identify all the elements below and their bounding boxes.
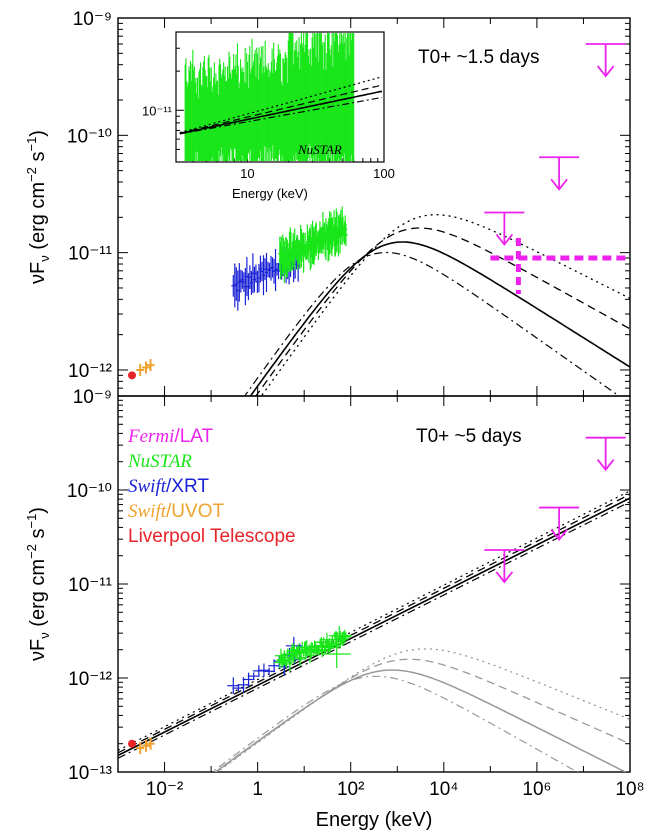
- inset-label: NuSTAR: [297, 142, 342, 157]
- inset-model-curve: [179, 84, 383, 134]
- y-tick-label: 10⁻¹³: [68, 763, 112, 784]
- legend-entry: Fermi/LAT: [127, 426, 214, 447]
- inset-model-curve: [179, 90, 383, 135]
- inset-model-curve: [179, 96, 383, 135]
- inset-data: 10 100 10⁻¹¹: [142, 33, 395, 181]
- y-tick-label: 10⁻¹⁰: [67, 481, 112, 502]
- y-tick-label: 10⁻⁹: [73, 387, 112, 408]
- x-tick-label: 1: [252, 779, 263, 800]
- model-curve: [255, 227, 630, 396]
- x-tick-label: 10⁶: [522, 779, 551, 800]
- legend-entry-italic: NuSTAR: [127, 451, 192, 472]
- y-tick-label: 10⁻¹¹: [68, 244, 112, 265]
- y-tick-label: 10⁻¹⁰: [67, 126, 112, 147]
- upper-limit-arrow: [550, 178, 568, 191]
- liverpool-point: [128, 739, 137, 748]
- legend-entry: Swift/UVOT: [128, 501, 224, 522]
- x-tick-label: 10⁻²: [146, 779, 184, 800]
- model-curve: [118, 497, 630, 757]
- legend-entry-text: Liverpool Telescope: [128, 526, 296, 547]
- svg-text:νFν (erg cm−2 s−1): νFν (erg cm−2 s−1): [24, 507, 52, 661]
- legend-entry: NuSTAR: [127, 451, 192, 472]
- legend: Fermi/LATNuSTARSwift/XRTSwift/UVOTLiverp…: [127, 426, 296, 547]
- bottom-data-points: [128, 436, 626, 755]
- legend-entry: Liverpool Telescope: [128, 526, 296, 547]
- legend-entry-italic: Swift: [128, 501, 167, 522]
- inset-y-tick-label: 10⁻¹¹: [142, 103, 173, 118]
- top-data-points: [128, 43, 630, 380]
- bottom-axis-ticks: 10⁻² 1 10² 10⁴ 10⁶ 10⁸ 10⁻⁹ 10⁻¹⁰ 10⁻¹¹ 10⁻¹² 10⁻¹…: [67, 387, 645, 800]
- bottom-annotation: T0+ ~5 days: [416, 426, 522, 447]
- top-annotation: T0+ ~1.5 days: [418, 47, 539, 68]
- inset-x-tick-label: 100: [373, 166, 395, 181]
- legend-entry: Swift/XRT: [128, 476, 209, 497]
- upper-limit-arrow: [495, 233, 514, 246]
- liverpool-point: [128, 371, 137, 380]
- top-axis-ticks: 10⁻⁹ 10⁻¹⁰ 10⁻¹¹ 10⁻¹²: [67, 9, 631, 397]
- upper-limit-arrow: [596, 459, 615, 472]
- bottom-y-axis-title: νFν (erg cm−2 s−1): [24, 507, 52, 661]
- inset-xlabel: Energy (keV): [232, 186, 308, 201]
- model-curve: [211, 675, 579, 772]
- model-curve: [213, 669, 627, 772]
- model-curve: [249, 241, 630, 396]
- upper-limit-arrow: [550, 529, 568, 542]
- inset-x-tick-label: 10: [240, 166, 254, 181]
- y-tick-label: 10⁻⁹: [73, 9, 112, 30]
- y-tick-label: 10⁻¹²: [68, 669, 112, 690]
- bottom-model-curves: [118, 490, 630, 772]
- legend-entry-italic: Swift: [128, 476, 167, 497]
- upper-limit-arrow: [495, 571, 514, 584]
- model-curve: [118, 501, 630, 759]
- legend-entry-text: /UVOT: [166, 501, 224, 522]
- upper-limit-arrow: [596, 65, 615, 78]
- legend-entry-text: /XRT: [166, 476, 209, 497]
- model-curve: [118, 493, 630, 754]
- top-y-axis-title: νFν (erg cm−2 s−1): [24, 130, 52, 284]
- x-tick-label: 10⁴: [429, 779, 458, 800]
- legend-entry-italic: Fermi: [127, 426, 174, 447]
- nustar-inset: 10 100 10⁻¹¹ NuSTAR Energy (keV): [142, 31, 395, 201]
- bottom-plot-frame: [117, 395, 631, 773]
- x-tick-label: 10⁸: [615, 779, 644, 800]
- y-tick-label: 10⁻¹¹: [68, 575, 112, 596]
- x-tick-label: 10²: [337, 779, 364, 800]
- model-curve: [216, 648, 630, 772]
- legend-entry-text: /LAT: [174, 426, 213, 447]
- svg-text:νFν (erg cm−2 s−1): νFν (erg cm−2 s−1): [24, 130, 52, 284]
- bottom-panel: 10⁻² 1 10² 10⁴ 10⁶ 10⁸ 10⁻⁹ 10⁻¹⁰ 10⁻¹¹ 10⁻¹² 10⁻¹…: [67, 387, 645, 800]
- y-tick-label: 10⁻¹²: [68, 361, 112, 382]
- x-axis-title: Energy (keV): [316, 809, 433, 831]
- top-model-curves: [244, 214, 630, 396]
